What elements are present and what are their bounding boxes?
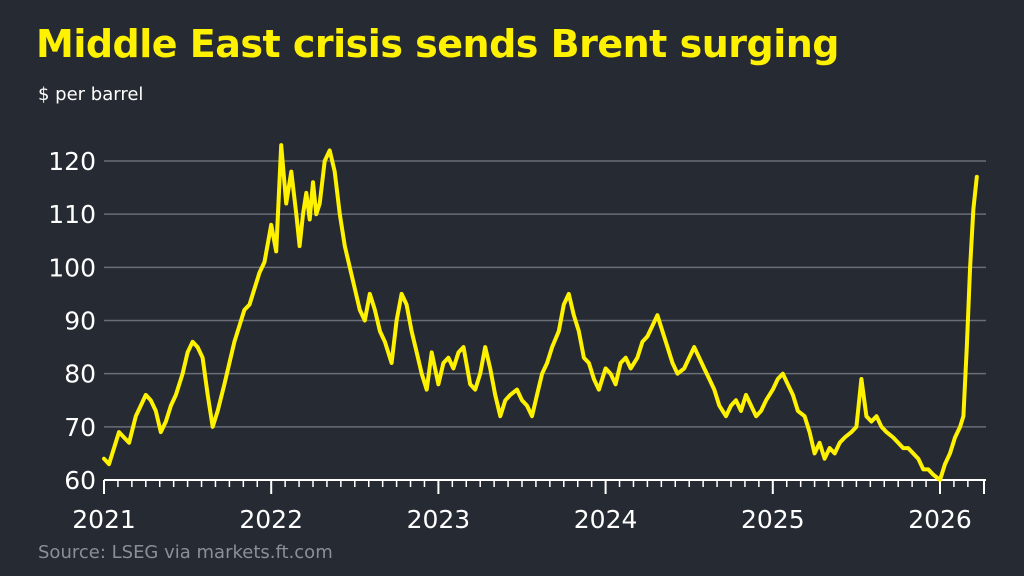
y-axis-ticks: 60 70 80 90 100 110 120 — [48, 147, 96, 495]
chart-subtitle: $ per barrel — [38, 84, 144, 105]
x-tick-label: 2022 — [239, 505, 303, 534]
source-note: Source: LSEG via markets.ft.com — [38, 542, 333, 563]
gridlines — [104, 160, 986, 428]
x-tick-label: 2021 — [72, 505, 136, 534]
x-tick-label: 2023 — [407, 505, 471, 534]
chart-title: Middle East crisis sends Brent surging — [36, 22, 839, 66]
x-tick-label: 2026 — [908, 505, 972, 534]
y-tick-label: 100 — [48, 253, 96, 282]
y-tick-label: 70 — [64, 413, 96, 442]
x-axis: 2021 2022 2023 2024 2025 2026 — [72, 479, 986, 534]
y-tick-label: 80 — [64, 360, 96, 389]
y-tick-label: 90 — [64, 307, 96, 336]
y-tick-label: 120 — [48, 147, 96, 176]
y-tick-label: 60 — [64, 466, 96, 495]
y-tick-label: 110 — [48, 200, 96, 229]
brent-price-line — [102, 143, 979, 482]
x-tick-label: 2025 — [741, 505, 805, 534]
x-tick-label: 2024 — [574, 505, 638, 534]
